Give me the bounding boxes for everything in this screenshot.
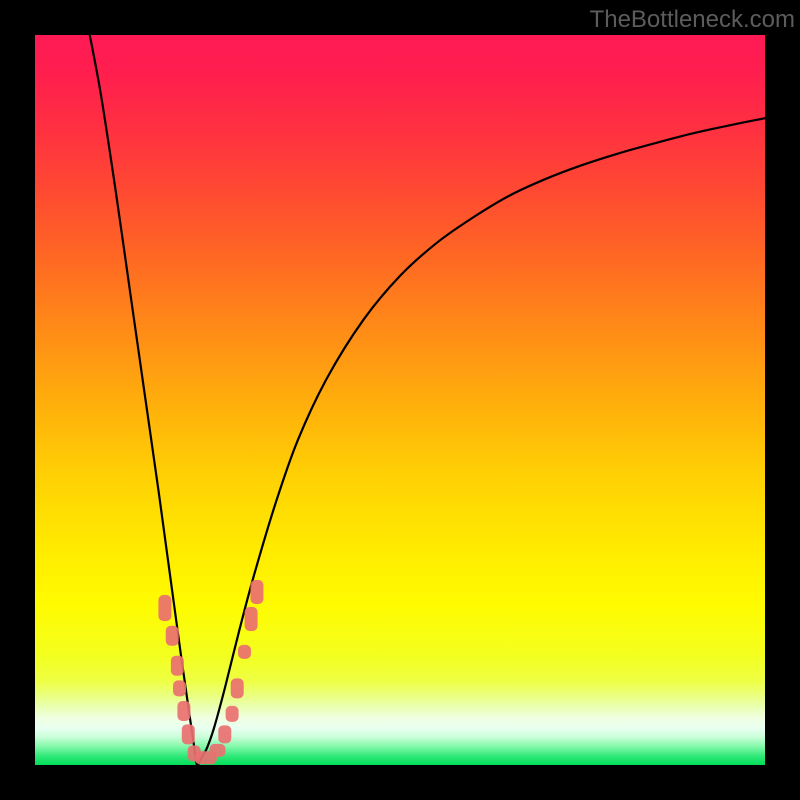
bottleneck-marker <box>210 744 226 757</box>
bottleneck-marker <box>182 724 195 744</box>
chart-plot-area <box>35 35 765 765</box>
bottleneck-curve <box>90 35 765 765</box>
bottleneck-marker <box>166 626 179 646</box>
bottleneck-marker <box>245 607 258 631</box>
bottleneck-marker <box>158 595 171 621</box>
bottleneck-marker <box>218 725 231 743</box>
bottleneck-marker <box>231 678 244 698</box>
bottleneck-marker <box>173 680 186 696</box>
bottleneck-marker <box>226 706 239 722</box>
bottleneck-marker <box>171 656 184 676</box>
bottleneck-marker <box>250 580 263 604</box>
bottleneck-marker <box>238 645 251 659</box>
chart-svg-layer <box>35 35 765 765</box>
watermark-text: TheBottleneck.com <box>590 6 795 34</box>
bottleneck-marker <box>177 701 190 721</box>
